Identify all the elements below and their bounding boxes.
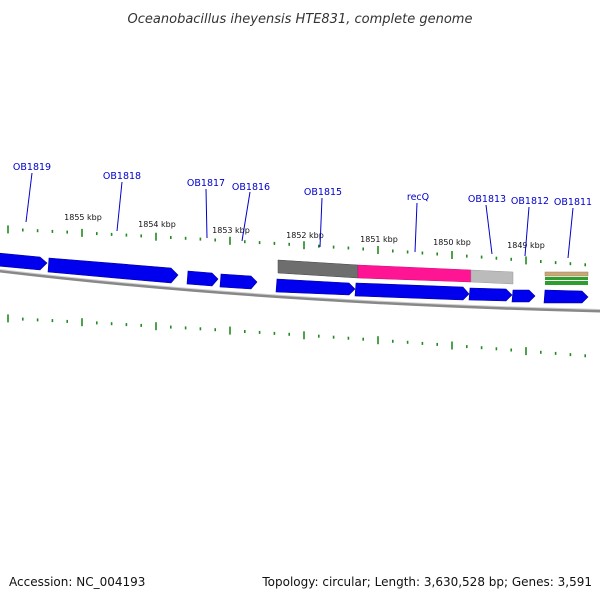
gene-labels: OB1819 OB1818 OB1817 OB1816 OB1815 recQ …: [13, 162, 592, 208]
upper-tick-row: [7, 225, 587, 267]
OB1811-features: [544, 271, 589, 285]
gene-arrow-recQ[interactable]: [354, 282, 470, 301]
label-leaders: [25, 172, 574, 259]
leader-OB1819: [25, 172, 33, 223]
genome-summary-text: Topology: circular; Length: 3,630,528 bp…: [261, 575, 592, 589]
genome-backbone-highlight: [0, 269, 600, 310]
gene-arrow-OB1818[interactable]: [47, 257, 179, 284]
gene-arrow-OB1815[interactable]: [275, 278, 356, 296]
gene-label-OB1815[interactable]: OB1815: [304, 187, 342, 198]
gene-arrow-OB1817[interactable]: [186, 270, 219, 287]
genome-title: Oceanobacillus iheyensis HTE831, complet…: [128, 12, 473, 27]
gene-arrow-OB1813[interactable]: [468, 287, 513, 302]
kbp-label-1850: 1850 kbp: [433, 238, 471, 247]
recQ-domain-track: [277, 259, 514, 285]
forward-strand-genes: [275, 278, 589, 304]
lower-tick-row: [7, 314, 587, 358]
gene-label-OB1818[interactable]: OB1818: [103, 171, 141, 182]
gene-label-OB1819[interactable]: OB1819: [13, 162, 51, 173]
kbp-label-1851: 1851 kbp: [360, 235, 398, 244]
leader-OB1817: [205, 188, 208, 239]
reverse-strand-genes: [0, 252, 258, 290]
domain-light-segment[interactable]: [470, 269, 514, 285]
feature-tan-bar[interactable]: [544, 271, 589, 277]
gene-label-recQ[interactable]: recQ: [407, 192, 429, 203]
gene-arrow-OB1819[interactable]: [0, 252, 48, 271]
gene-arrow-OB1812[interactable]: [511, 289, 536, 303]
leader-OB1818: [116, 181, 123, 232]
gene-label-OB1811[interactable]: OB1811: [554, 197, 592, 208]
leader-OB1813: [485, 204, 493, 255]
gene-label-OB1816[interactable]: OB1816: [232, 182, 270, 193]
gene-label-OB1817[interactable]: OB1817: [187, 178, 225, 189]
gene-arrow-OB1811[interactable]: [543, 289, 589, 304]
domain-dark-segment[interactable]: [277, 259, 359, 279]
leader-OB1816: [241, 191, 251, 242]
leader-recQ: [414, 202, 418, 253]
accession-text: Accession: NC_004193: [9, 575, 145, 589]
genome-backbone: [0, 269, 600, 313]
leader-OB1812: [524, 206, 530, 257]
kbp-label-1852: 1852 kbp: [286, 231, 324, 240]
kbp-label-1855: 1855 kbp: [64, 213, 102, 222]
kbp-label-1853: 1853 kbp: [212, 226, 250, 235]
leader-OB1811: [567, 207, 574, 259]
gene-arrow-OB1816[interactable]: [219, 273, 258, 290]
gene-label-OB1812[interactable]: OB1812: [511, 196, 549, 207]
kbp-label-1854: 1854 kbp: [138, 220, 176, 229]
domain-pink-segment[interactable]: [357, 264, 472, 283]
leader-OB1815: [319, 197, 323, 248]
feature-green-bar-1[interactable]: [545, 277, 588, 280]
gene-label-OB1813[interactable]: OB1813: [468, 194, 506, 205]
feature-green-bar-2[interactable]: [545, 281, 588, 285]
